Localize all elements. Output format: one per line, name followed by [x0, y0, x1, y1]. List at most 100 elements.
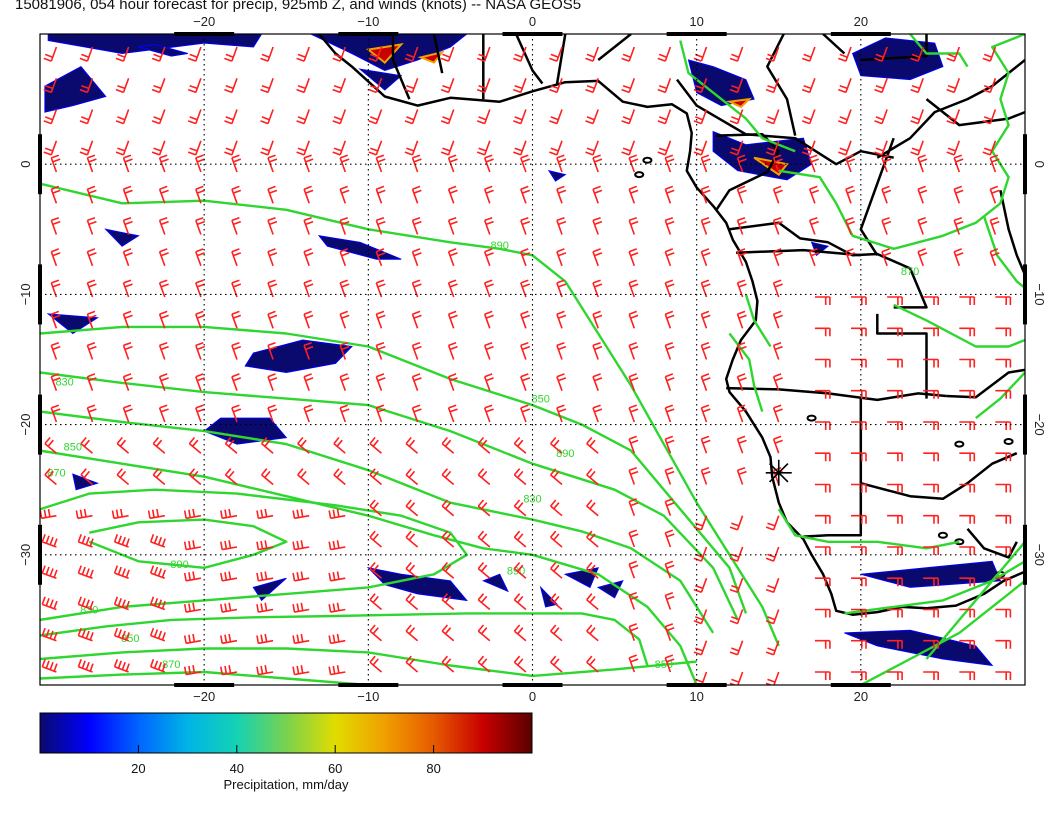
wind-barb — [183, 540, 202, 551]
wind-barb — [664, 404, 675, 423]
wind-barb — [592, 404, 603, 423]
wind-barb — [874, 140, 888, 156]
wind-barb — [845, 154, 856, 173]
wind-barb — [549, 561, 563, 579]
wind-barb — [765, 140, 780, 156]
wind-barb — [959, 671, 976, 680]
wind-barb — [260, 109, 274, 125]
wind-barb — [260, 46, 274, 62]
wind-barb — [989, 154, 1000, 173]
wind-barb — [405, 530, 419, 548]
wind-barb — [874, 46, 888, 62]
wind-barb — [292, 602, 310, 613]
wind-barb — [556, 404, 567, 423]
wind-barb — [79, 109, 94, 125]
wind-barb — [586, 530, 599, 548]
wind-barb — [995, 296, 1012, 305]
wind-barb — [86, 404, 97, 423]
contour-label: 850 — [121, 633, 139, 645]
wind-barb — [586, 468, 599, 486]
wind-barb — [303, 373, 314, 391]
wind-barb — [50, 248, 61, 267]
wind-barb — [477, 436, 491, 454]
wind-barb — [224, 468, 238, 486]
wind-barb — [874, 78, 888, 94]
wind-barb — [477, 624, 491, 642]
island — [1003, 438, 1014, 446]
wind-barb — [814, 546, 831, 555]
wind-barb — [989, 248, 1000, 267]
wind-barb — [483, 185, 494, 204]
wind-barb — [77, 659, 94, 673]
wind-barb — [851, 327, 867, 337]
wind-barb — [959, 514, 976, 524]
contour-label: 830 — [55, 377, 73, 389]
wind-barb — [887, 639, 903, 649]
contour-line — [909, 34, 969, 68]
contour-label: 870 — [901, 266, 919, 278]
wind-barb — [483, 341, 494, 360]
wind-barb — [292, 571, 310, 582]
wind-barb — [158, 373, 169, 391]
wind-barb — [41, 627, 58, 642]
wind-barb — [43, 78, 58, 94]
wind-barb — [729, 546, 744, 562]
wind-barb — [152, 468, 166, 486]
wind-barb — [736, 466, 747, 485]
wind-barb — [332, 140, 347, 156]
wind-barb — [328, 571, 346, 582]
wind-barb — [477, 655, 491, 673]
wind-barb — [851, 608, 867, 618]
wind-barb — [549, 109, 563, 125]
wind-barb — [664, 591, 675, 610]
wind-barb — [923, 296, 939, 305]
wind-barb — [693, 515, 708, 531]
wind-barb — [664, 185, 675, 204]
wind-barb — [513, 561, 527, 579]
wind-barb — [77, 596, 94, 611]
wind-barb — [693, 140, 708, 156]
wind-barb — [405, 624, 419, 642]
wind-barb — [86, 279, 97, 298]
wind-barb — [664, 373, 675, 391]
wind-barb — [995, 514, 1012, 524]
lon-tick-label-bottom: 0 — [529, 689, 536, 704]
map-title: 15081906, 054 hour forecast for precip, … — [15, 0, 582, 13]
wind-barb — [183, 571, 202, 582]
wind-barb — [814, 639, 831, 649]
wind-barb — [657, 46, 672, 62]
wind-barb — [959, 577, 976, 587]
wind-barb — [339, 404, 350, 423]
wind-barb — [187, 78, 202, 94]
precip-area — [44, 65, 107, 113]
contour-line — [40, 488, 468, 622]
wind-barb — [814, 577, 831, 587]
wind-barb — [664, 435, 675, 454]
wind-barb — [256, 540, 274, 551]
contour-line — [88, 518, 288, 569]
wind-barb — [122, 404, 133, 423]
wind-barb — [122, 310, 133, 329]
wind-barb — [256, 665, 274, 676]
wind-barb — [483, 279, 494, 298]
wind-barb — [549, 78, 563, 94]
wind-barb — [946, 46, 961, 62]
wind-barb — [664, 654, 675, 673]
wind-barb — [411, 310, 422, 329]
wind-barb — [729, 640, 744, 656]
wind-barb — [441, 468, 455, 486]
wind-barb — [772, 373, 783, 391]
wind-barb — [520, 310, 531, 329]
wind-barb — [592, 341, 603, 360]
wind-barb — [814, 327, 831, 337]
wind-barb — [923, 671, 939, 680]
wind-barb — [700, 154, 711, 173]
wind-barb — [86, 185, 97, 204]
wind-barb — [77, 565, 94, 579]
wind-barb — [328, 602, 346, 613]
wind-barb — [296, 140, 310, 156]
wind-barb — [411, 185, 422, 204]
wind-barb — [368, 46, 383, 62]
wind-barb — [887, 577, 903, 587]
wind-barb — [851, 389, 867, 399]
